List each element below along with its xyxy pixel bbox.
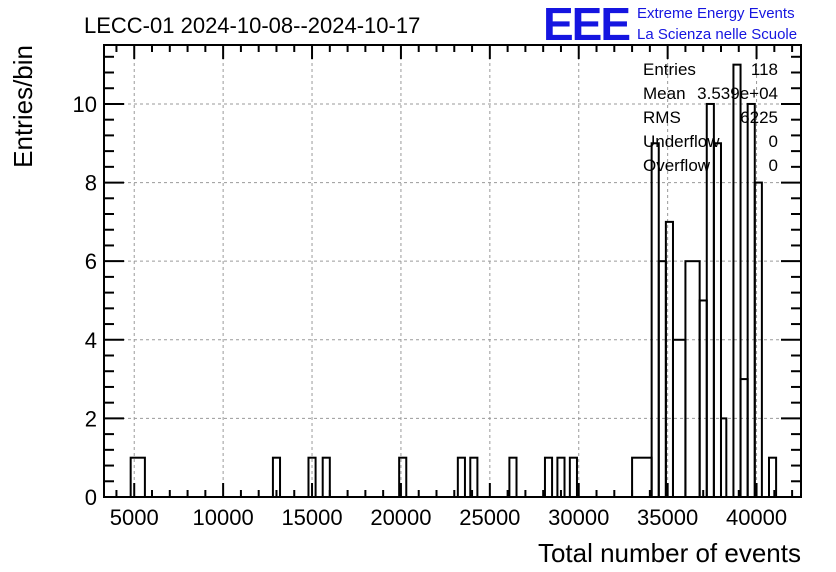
x-tick-label: 10000 (193, 505, 254, 530)
x-tick-label: 40000 (726, 505, 787, 530)
histogram-bin (698, 299, 708, 499)
stats-value: 6225 (740, 108, 778, 127)
histogram-bin (631, 456, 653, 498)
y-tick-label: 0 (85, 485, 97, 510)
histogram-bin (543, 456, 554, 498)
histogram-bin (129, 456, 146, 498)
stats-value: 3.539e+04 (697, 84, 778, 103)
grid-lines (104, 45, 801, 497)
stats-label: Entries (643, 60, 696, 79)
histogram-bin (456, 456, 466, 498)
x-tick-label: 5000 (110, 505, 159, 530)
stats-label: Overflow (643, 156, 711, 175)
y-axis-title: Entries/bin (8, 45, 38, 168)
x-tick-label: 20000 (370, 505, 431, 530)
stats-value: 0 (769, 156, 778, 175)
eee-logo: EEE (543, 0, 629, 50)
x-tick-label: 15000 (281, 505, 342, 530)
x-tick-labels: 5000 10000 15000 20000 25000 30000 35000 40000 (110, 505, 787, 530)
histogram-bin (508, 456, 518, 498)
x-tick-label: 35000 (637, 505, 698, 530)
histogram-bin (568, 456, 578, 498)
histogram-bin (712, 142, 722, 498)
x-tick-label: 30000 (548, 505, 609, 530)
y-tick-label: 10 (73, 92, 97, 117)
branding-line-2: La Scienza nelle Scuole (637, 26, 797, 43)
x-axis-title: Total number of events (538, 538, 801, 568)
y-tick-label: 2 (85, 406, 97, 431)
histogram-bin (719, 417, 728, 498)
histogram-bin (657, 260, 667, 498)
branding-line-1: Extreme Energy Events (637, 5, 795, 22)
y-tick-label: 6 (85, 249, 97, 274)
stats-label: Mean (643, 84, 686, 103)
histogram-bin (739, 378, 749, 498)
histogram-bars (129, 63, 778, 499)
histogram-bin (650, 142, 660, 498)
stats-value: 0 (769, 132, 778, 151)
chart-title: LECC-01 2024-10-08--2024-10-17 (84, 13, 420, 38)
stats-label: Underflow (643, 132, 720, 151)
axis-ticks (104, 45, 801, 498)
stats-value: 118 (751, 60, 778, 79)
eee-branding: EEE Extreme Energy Events La Scienza nel… (543, 0, 797, 50)
stats-box: Entries 118 Mean 3.539e+04 RMS 6225 Underflow 0… (643, 60, 778, 175)
histogram-bin (664, 220, 674, 498)
histogram-bin (732, 63, 742, 499)
x-tick-label: 25000 (459, 505, 520, 530)
y-tick-labels: 0 2 4 6 8 10 (73, 92, 97, 510)
histogram-bin (746, 102, 756, 499)
stats-label: RMS (643, 108, 681, 127)
plot-frame (103, 44, 802, 498)
histogram-bin (684, 260, 701, 498)
y-tick-label: 4 (85, 328, 97, 353)
y-tick-label: 8 (85, 171, 97, 196)
histogram-bin (321, 456, 331, 498)
